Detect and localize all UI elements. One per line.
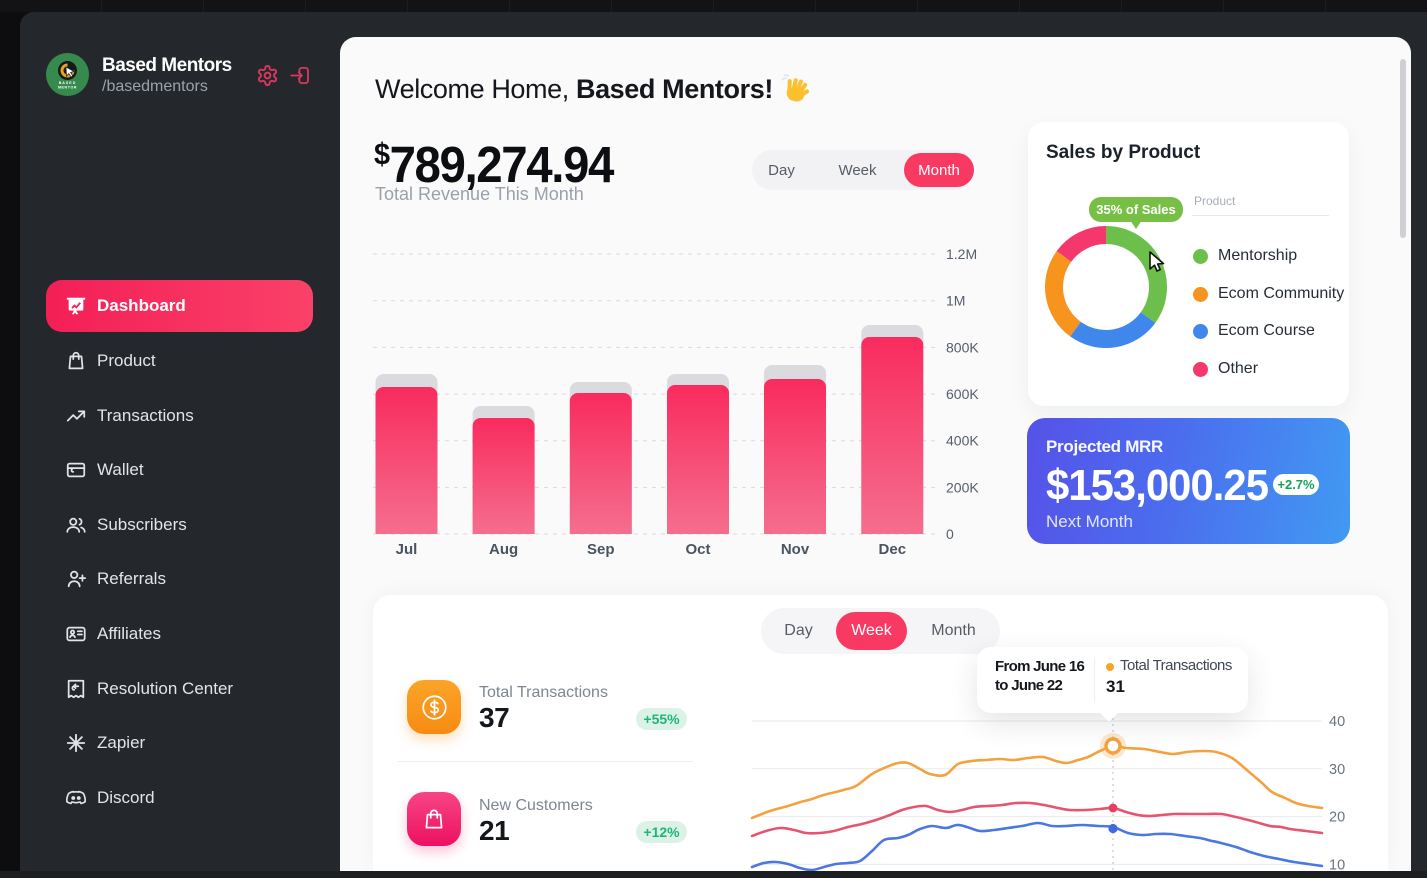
svg-text:Sep: Sep	[587, 541, 615, 558]
svg-text:20: 20	[1329, 810, 1345, 826]
svg-text:MENTOR: MENTOR	[58, 86, 77, 90]
svg-text:0: 0	[946, 526, 954, 542]
svg-text:40: 40	[1329, 714, 1345, 730]
svg-text:Nov: Nov	[781, 541, 810, 558]
svg-text:Aug: Aug	[489, 541, 518, 558]
svg-text:Oct: Oct	[685, 541, 710, 558]
svg-text:30: 30	[1329, 762, 1345, 778]
svg-text:600K: 600K	[946, 386, 979, 402]
svg-text:400K: 400K	[946, 433, 979, 449]
svg-text:Dec: Dec	[879, 541, 907, 558]
svg-text:800K: 800K	[946, 339, 979, 355]
svg-text:10: 10	[1329, 857, 1345, 871]
svg-text:BASED: BASED	[59, 81, 77, 85]
svg-text:Jul: Jul	[396, 541, 418, 558]
svg-text:1M: 1M	[946, 293, 965, 309]
svg-text:200K: 200K	[946, 479, 979, 495]
svg-text:1.2M: 1.2M	[946, 246, 977, 262]
